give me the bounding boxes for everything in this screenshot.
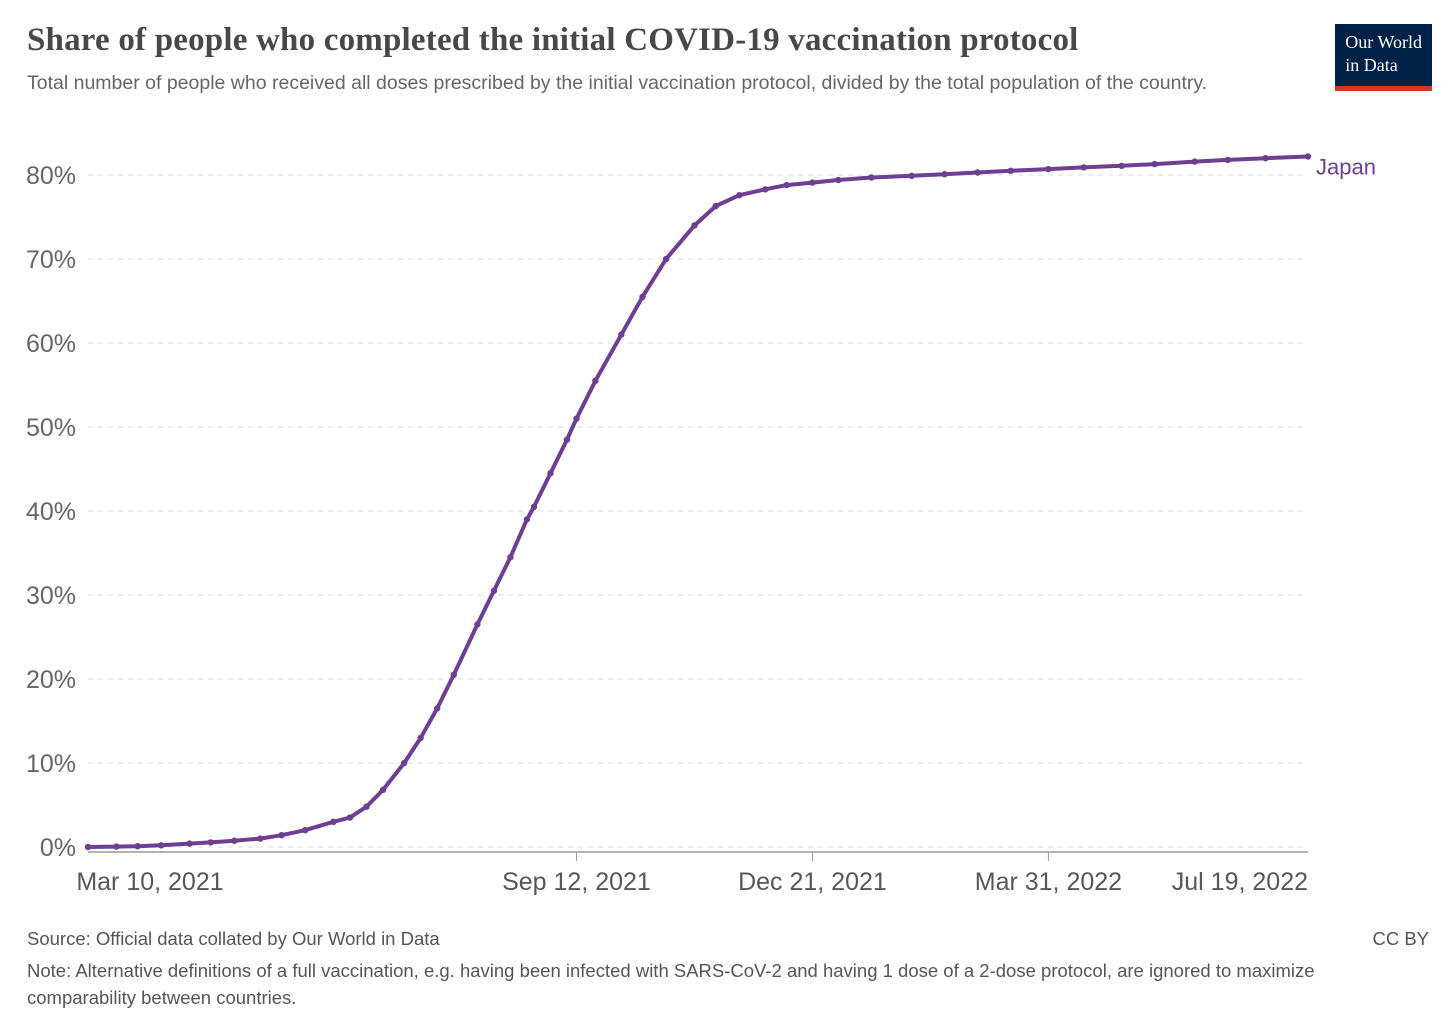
owid-logo[interactable]: Our World in Data [1335, 24, 1432, 91]
chart-subtitle: Total number of people who received all … [27, 72, 1208, 94]
series-markers [84, 153, 1312, 851]
owid-logo-line2: in Data [1345, 55, 1398, 76]
y-axis-tick-label: 80% [26, 162, 76, 190]
y-axis-tick-label: 40% [26, 498, 76, 526]
page-title: Share of people who completed the initia… [27, 22, 1079, 58]
vaccination-line-chart: 0% 10% 20% 30% 40% 50% 60% 70% 80% Mar 10, 2021 Se… [26, 153, 1376, 896]
x-axis-tick-label: Dec 21, 2021 [738, 868, 887, 896]
y-axis-tick-label: 0% [40, 834, 76, 862]
y-axis-tick-label: 70% [26, 246, 76, 274]
x-axis-tick-label: Sep 12, 2021 [502, 868, 651, 896]
y-axis-tick-label: 30% [26, 582, 76, 610]
x-axis-tick-label: Jul 19, 2022 [1172, 868, 1308, 896]
gridlines: 0% 10% 20% 30% 40% 50% 60% 70% 80% [26, 162, 1308, 862]
y-axis-tick-label: 20% [26, 666, 76, 694]
chart-header: Share of people who completed the initia… [27, 22, 1429, 97]
y-axis-tick-label: 60% [26, 330, 76, 358]
footer-text: Source: Official data collated by Our Wo… [27, 926, 1348, 1011]
x-axis-ticks: Mar 10, 2021 Sep 12, 2021 Dec 21, 2021 Mar … [76, 852, 1308, 896]
x-axis-tick-label: Mar 31, 2022 [975, 868, 1122, 896]
source-line: Source: Official data collated by Our Wo… [27, 928, 440, 949]
y-axis-tick-label: 50% [26, 414, 76, 442]
chart-footer: Source: Official data collated by Our Wo… [27, 926, 1429, 1011]
license-link[interactable]: CC BY [1372, 928, 1429, 949]
note-line: Note: Alternative definitions of a full … [27, 959, 1315, 1008]
owid-logo-line1: Our World [1345, 32, 1422, 52]
series-line-japan [86, 154, 1310, 849]
y-axis-tick-label: 10% [26, 750, 76, 778]
x-axis-tick-label: Mar 10, 2021 [76, 868, 223, 896]
series-end-label: Japan [1316, 155, 1376, 180]
